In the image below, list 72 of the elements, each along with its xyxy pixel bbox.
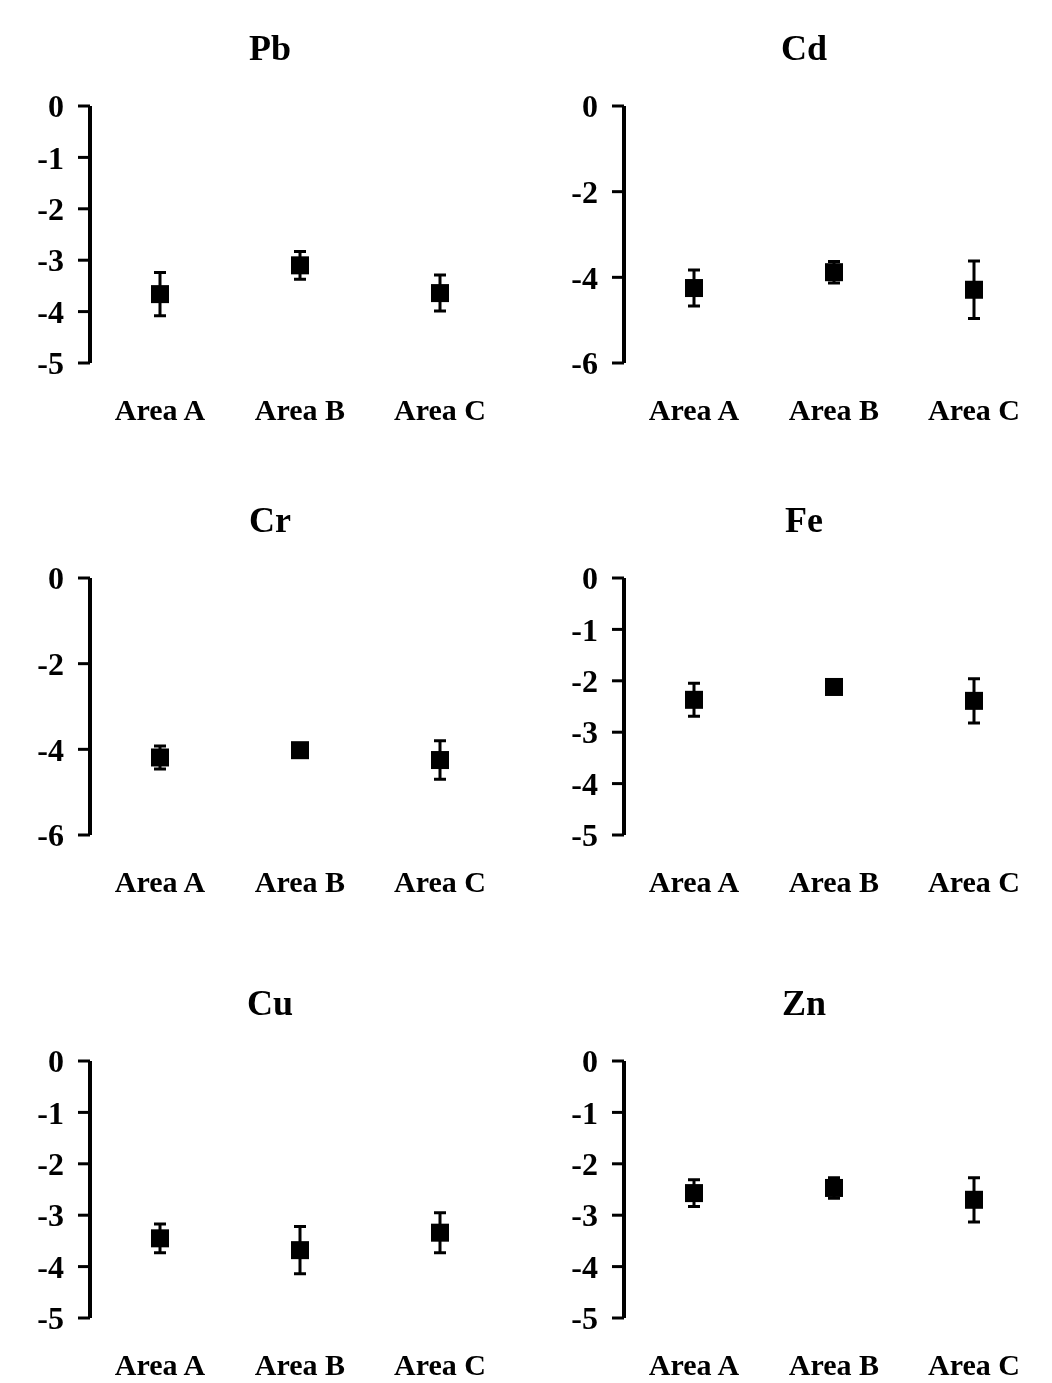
y-tick-label: -3 (37, 242, 64, 279)
point (431, 284, 449, 303)
y-tick-label: -1 (571, 1094, 598, 1131)
y-tick-label: -4 (571, 259, 598, 296)
y-tick-label: -4 (37, 1248, 64, 1285)
y-tick-label: -1 (37, 139, 64, 176)
y-tick-label: -2 (37, 645, 64, 682)
y-tick-label: -2 (571, 1146, 598, 1182)
y-tick-label: -5 (37, 345, 64, 382)
y-tick-label: -4 (37, 293, 64, 330)
y-tick-label: -3 (571, 714, 598, 751)
point (151, 1229, 169, 1248)
y-tick-label: -2 (37, 191, 64, 227)
y-tick-label: -3 (571, 1197, 598, 1234)
y-tick-label: -1 (37, 1094, 64, 1131)
x-tick-label: Area C (928, 1348, 1020, 1381)
x-tick-label: Area B (788, 865, 880, 898)
y-tick-label: 0 (48, 1043, 64, 1080)
x-tick-label: Area B (254, 865, 346, 898)
x-tick-label: Area A (648, 1348, 740, 1381)
x-tick-label: Area B (254, 1348, 346, 1381)
point (825, 677, 843, 696)
x-tick-label: Area C (928, 393, 1020, 426)
chart-title: Cu (246, 983, 294, 1023)
y-tick-label: -6 (37, 817, 64, 854)
point (685, 279, 703, 298)
y-tick-label: -4 (571, 765, 598, 802)
point (291, 256, 309, 275)
chart-title: Cd (780, 28, 828, 68)
point (431, 1223, 449, 1242)
x-tick-label: Area A (648, 393, 740, 426)
point (965, 280, 983, 299)
y-tick-label: -2 (571, 173, 598, 210)
y-tick-label: -4 (37, 731, 64, 768)
point (965, 1190, 983, 1209)
chart-title: Zn (781, 983, 827, 1023)
x-tick-label: Area B (254, 393, 346, 426)
x-tick-label: Area A (114, 1348, 206, 1381)
x-tick-label: Area A (114, 865, 206, 898)
y-tick-label: -6 (571, 345, 598, 382)
x-tick-label: Area C (394, 1348, 486, 1381)
x-tick-label: Area B (788, 393, 880, 426)
y-tick-label: 0 (48, 88, 64, 125)
chart-title: Fe (785, 500, 824, 540)
point (685, 690, 703, 709)
y-tick-label: 0 (582, 88, 598, 125)
y-tick-label: -5 (571, 1300, 598, 1337)
y-tick-label: -5 (37, 1300, 64, 1337)
point (151, 748, 169, 767)
chart-title: Cr (249, 500, 292, 540)
x-tick-label: Area C (928, 865, 1020, 898)
point (151, 285, 169, 304)
y-tick-label: 0 (582, 560, 598, 597)
x-tick-label: Area C (394, 865, 486, 898)
x-tick-label: Area B (788, 1348, 880, 1381)
chart-title: Pb (248, 28, 292, 68)
x-tick-label: Area A (114, 393, 206, 426)
point (965, 691, 983, 710)
y-tick-label: -3 (37, 1197, 64, 1234)
x-tick-label: Area C (394, 393, 486, 426)
y-tick-label: 0 (48, 560, 64, 597)
point (291, 741, 309, 760)
y-tick-label: -4 (571, 1248, 598, 1285)
y-tick-label: -5 (571, 817, 598, 854)
point (685, 1184, 703, 1203)
y-tick-label: -1 (571, 611, 598, 648)
y-tick-label: 0 (582, 1043, 598, 1080)
y-tick-label: -2 (571, 663, 598, 699)
x-tick-label: Area A (648, 865, 740, 898)
point (431, 751, 449, 770)
y-tick-label: -2 (37, 1146, 64, 1182)
point (291, 1241, 309, 1260)
